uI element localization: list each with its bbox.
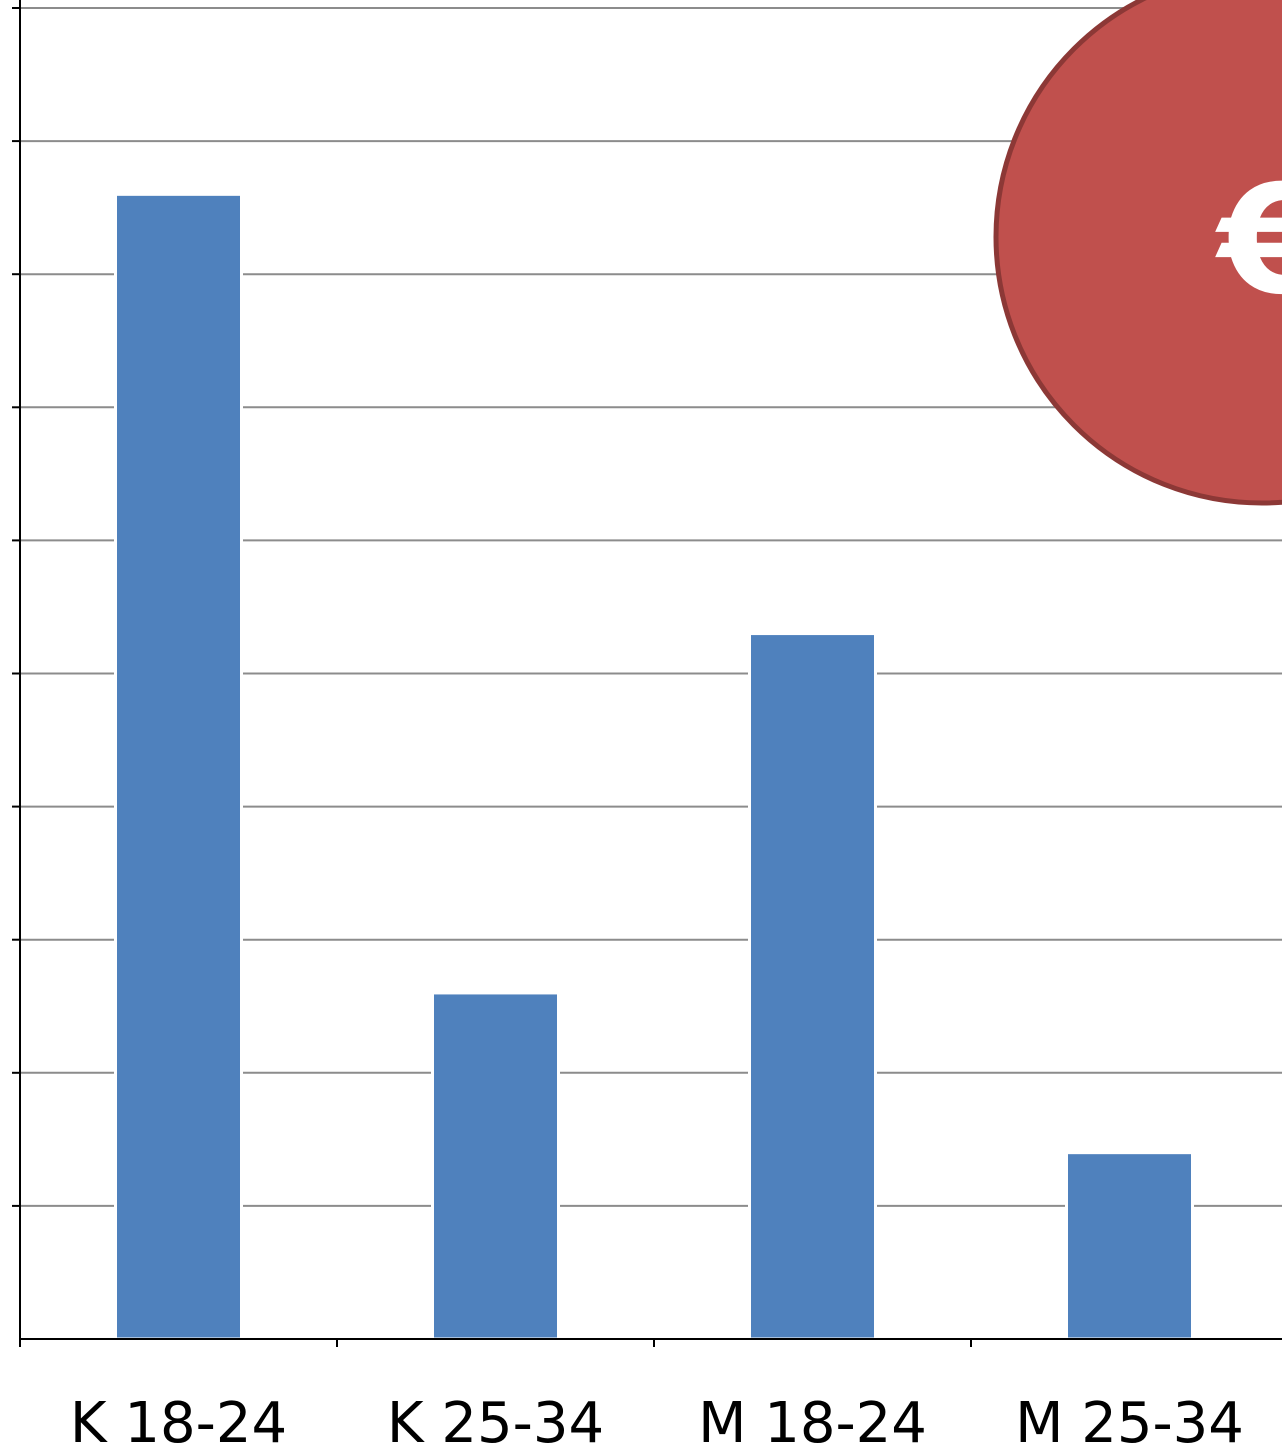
bar [114, 192, 243, 1341]
axes [19, 0, 1282, 1340]
x-tick-label: K 25-34 [387, 1391, 604, 1455]
bar [1065, 1151, 1194, 1341]
x-tick-label: M 25-34 [1015, 1391, 1244, 1455]
x-tick-label: M 18-24 [698, 1391, 927, 1455]
x-tick-label: K 18-24 [70, 1391, 287, 1455]
euro-badge: € [993, 0, 1282, 506]
badge-circle [993, 0, 1282, 506]
bar [748, 632, 877, 1341]
euro-icon: € [1215, 154, 1282, 328]
bar [431, 991, 560, 1341]
category-labels: K 18-24 K 25-34 M 18-24 M 25-34 [70, 1391, 1244, 1455]
ticks [12, 7, 972, 1347]
